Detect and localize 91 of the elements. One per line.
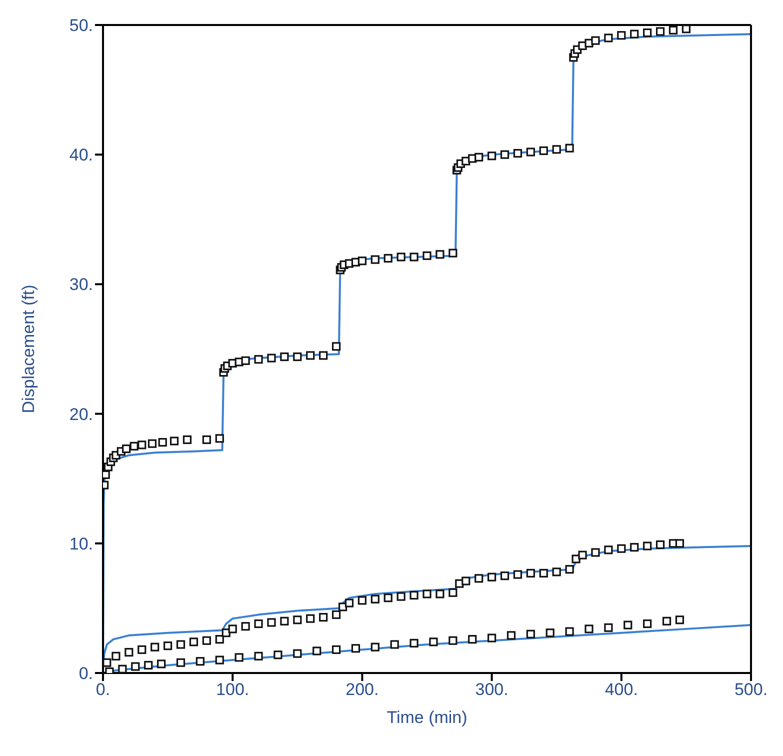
point bbox=[506, 631, 516, 640]
point bbox=[675, 539, 684, 548]
x-tick-label: 200. bbox=[346, 680, 379, 700]
x-tick-label: 0. bbox=[96, 680, 110, 700]
point bbox=[312, 646, 322, 656]
point bbox=[202, 636, 211, 645]
point bbox=[422, 590, 432, 598]
point bbox=[319, 612, 328, 622]
point bbox=[526, 630, 535, 638]
point bbox=[332, 645, 341, 654]
x-tick-label: 400. bbox=[604, 680, 638, 700]
point bbox=[474, 574, 484, 583]
point bbox=[234, 653, 244, 662]
point bbox=[176, 658, 186, 667]
point bbox=[591, 548, 600, 557]
point bbox=[675, 616, 684, 624]
point bbox=[176, 640, 186, 649]
point bbox=[546, 628, 554, 638]
x-tick-label: 500. bbox=[734, 680, 768, 700]
point bbox=[513, 570, 522, 579]
y-axis-title: Displacement (ft) bbox=[19, 284, 38, 414]
point bbox=[150, 642, 160, 652]
point bbox=[488, 634, 496, 642]
point bbox=[228, 624, 237, 634]
point bbox=[254, 652, 263, 660]
point bbox=[241, 622, 250, 631]
point bbox=[662, 616, 672, 626]
point bbox=[215, 635, 224, 644]
x-tick-label: 300. bbox=[475, 680, 508, 700]
point bbox=[306, 614, 315, 623]
point bbox=[500, 572, 510, 580]
point bbox=[539, 568, 548, 578]
point bbox=[429, 638, 438, 646]
point bbox=[448, 588, 458, 597]
point bbox=[552, 568, 561, 576]
point bbox=[131, 662, 140, 671]
point bbox=[196, 657, 204, 666]
point bbox=[384, 594, 392, 602]
point bbox=[164, 641, 172, 650]
y-tick-label: 10. bbox=[69, 534, 93, 554]
point bbox=[624, 620, 632, 630]
point bbox=[144, 660, 153, 670]
point bbox=[565, 627, 574, 636]
point bbox=[124, 648, 134, 657]
y-tick-label: 20. bbox=[69, 404, 93, 424]
point bbox=[410, 590, 418, 600]
point bbox=[410, 638, 418, 648]
point bbox=[332, 610, 341, 619]
point bbox=[462, 576, 470, 586]
point bbox=[656, 540, 665, 549]
point bbox=[617, 544, 626, 553]
point bbox=[436, 590, 444, 598]
point bbox=[526, 568, 535, 578]
x-axis-title: Time (min) bbox=[386, 708, 468, 727]
point bbox=[358, 596, 366, 605]
point bbox=[112, 652, 120, 660]
point bbox=[215, 656, 224, 664]
point bbox=[254, 619, 263, 628]
x-tick-label: 100. bbox=[216, 680, 250, 700]
point bbox=[351, 644, 360, 653]
point bbox=[293, 649, 302, 658]
point bbox=[189, 638, 198, 646]
point bbox=[157, 660, 166, 668]
point bbox=[643, 542, 652, 550]
point bbox=[344, 598, 354, 608]
y-tick-label: 50. bbox=[69, 16, 93, 36]
point bbox=[370, 594, 380, 604]
point bbox=[396, 592, 406, 601]
point bbox=[118, 664, 127, 673]
point bbox=[604, 546, 613, 554]
point bbox=[103, 658, 112, 667]
point bbox=[138, 645, 146, 654]
point bbox=[267, 618, 276, 627]
point bbox=[643, 619, 652, 628]
point bbox=[630, 542, 639, 552]
point bbox=[584, 624, 594, 634]
point bbox=[468, 635, 477, 644]
point bbox=[274, 650, 282, 660]
point bbox=[370, 642, 380, 652]
y-tick-label: 30. bbox=[69, 275, 93, 294]
y-tick-label: 0. bbox=[78, 664, 93, 684]
point bbox=[572, 554, 580, 564]
point bbox=[488, 572, 496, 582]
y-tick-label: 40. bbox=[69, 146, 93, 165]
point bbox=[578, 550, 587, 560]
point bbox=[293, 616, 302, 624]
point bbox=[390, 640, 399, 649]
point bbox=[280, 616, 289, 626]
point bbox=[448, 636, 458, 645]
point bbox=[604, 623, 613, 632]
point bbox=[565, 565, 574, 574]
